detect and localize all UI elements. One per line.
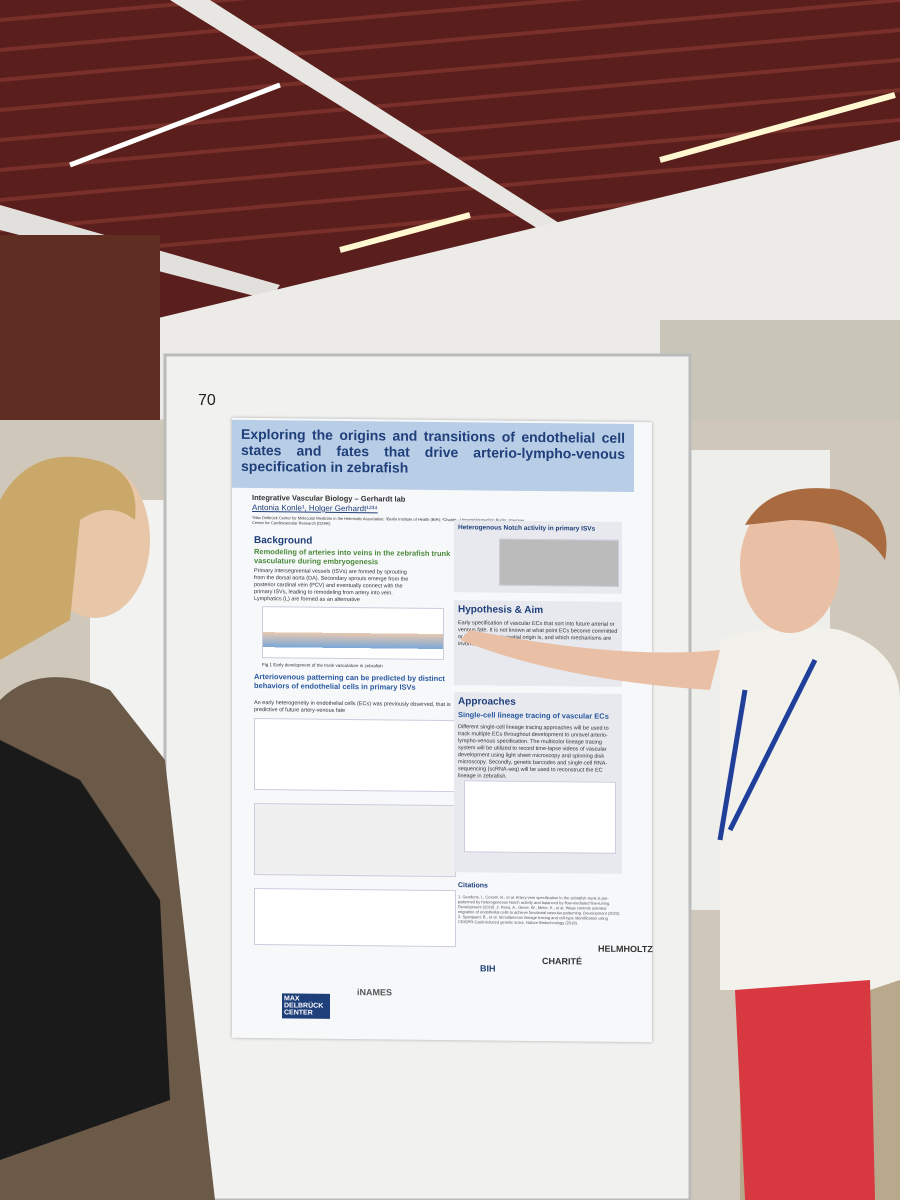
person-left xyxy=(0,456,215,1200)
board-number: 70 xyxy=(198,392,216,409)
person-right xyxy=(460,488,900,1200)
ceiling-light xyxy=(339,212,471,253)
ceiling-light xyxy=(69,82,281,168)
ceiling-light xyxy=(659,92,896,163)
ceiling-beam xyxy=(170,0,570,230)
